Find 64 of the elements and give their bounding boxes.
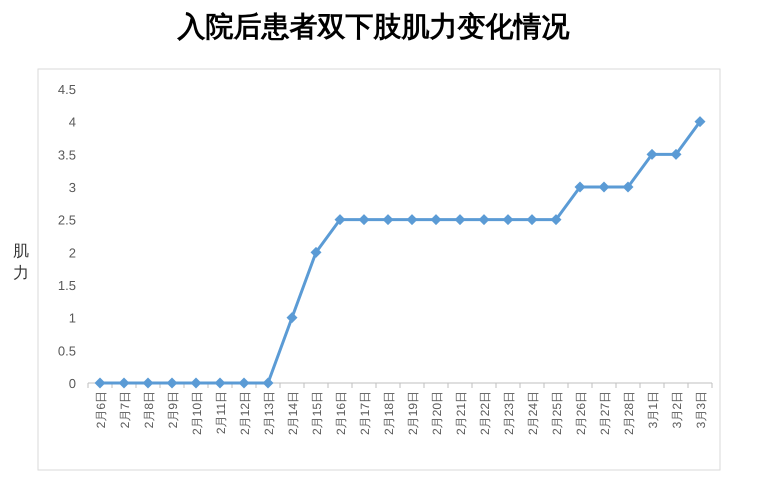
y-axis-title: 肌力 — [13, 243, 29, 282]
x-tick-label: 2月14日 — [286, 391, 300, 436]
point — [334, 214, 346, 226]
point — [406, 214, 418, 226]
point — [454, 214, 466, 226]
point — [694, 116, 706, 128]
point — [142, 378, 154, 388]
point — [478, 214, 490, 226]
point — [214, 378, 226, 388]
x-tick-label: 3月1日 — [646, 391, 660, 428]
x-tick-label: 2月7日 — [118, 391, 132, 428]
point — [598, 182, 610, 192]
point — [166, 378, 178, 388]
point — [526, 214, 538, 226]
point — [550, 214, 562, 226]
chart-title: 入院后患者双下肢肌力变化情况 — [176, 11, 570, 42]
point — [430, 214, 442, 226]
y-tick-label: 2 — [68, 245, 76, 260]
x-tick-label: 2月8日 — [142, 391, 156, 428]
x-tick-label: 3月2日 — [670, 391, 684, 428]
x-tick-label: 2月13日 — [262, 391, 276, 436]
x-tick-label: 2月6日 — [94, 391, 108, 428]
point — [382, 214, 394, 226]
x-tick-label: 2月18日 — [382, 391, 396, 436]
x-tick-label: 2月28日 — [622, 391, 636, 436]
x-tick-label: 2月20日 — [430, 391, 444, 436]
x-tick-label: 2月21日 — [454, 391, 468, 436]
x-tick-label: 3月3日 — [694, 391, 708, 428]
x-tick-label: 2月9日 — [166, 391, 180, 428]
x-tick-label: 2月24日 — [526, 391, 540, 436]
point — [262, 378, 274, 388]
x-tick-label: 2月27日 — [598, 391, 612, 436]
point — [358, 214, 370, 226]
x-tick-label: 2月17日 — [358, 391, 372, 436]
x-tick-label: 2月19日 — [406, 391, 420, 436]
point — [670, 148, 682, 160]
point — [238, 378, 250, 388]
x-tick-label: 2月15日 — [310, 391, 324, 436]
x-tick-label: 2月22日 — [478, 391, 492, 436]
point — [574, 182, 586, 192]
y-tick-label: 1 — [68, 310, 76, 326]
point — [94, 378, 106, 388]
x-tick-label: 2月23日 — [502, 391, 516, 436]
y-tick-label: 1.5 — [58, 278, 76, 293]
y-tick-label: 3.5 — [58, 147, 76, 162]
x-tick-label: 2月25日 — [550, 391, 564, 436]
point — [286, 312, 298, 324]
y-tick-label: 4.5 — [58, 82, 76, 97]
point — [646, 148, 658, 160]
y-tick-label: 0.5 — [58, 343, 76, 358]
point — [622, 182, 634, 192]
x-tick-label: 2月26日 — [574, 391, 588, 436]
x-tick-label: 2月11日 — [214, 391, 228, 434]
point — [190, 378, 202, 388]
x-tick-label: 2月12日 — [238, 391, 252, 436]
point — [118, 378, 130, 388]
y-tick-label: 2.5 — [58, 212, 76, 228]
x-tick-label: 2月16日 — [334, 391, 348, 436]
y-tick-label: 4 — [68, 114, 76, 130]
point — [502, 214, 514, 226]
x-tick-label: 2月10日 — [190, 391, 204, 436]
y-tick-label: 3 — [68, 180, 76, 195]
y-tick-label: 0 — [68, 376, 76, 391]
point — [310, 246, 322, 258]
